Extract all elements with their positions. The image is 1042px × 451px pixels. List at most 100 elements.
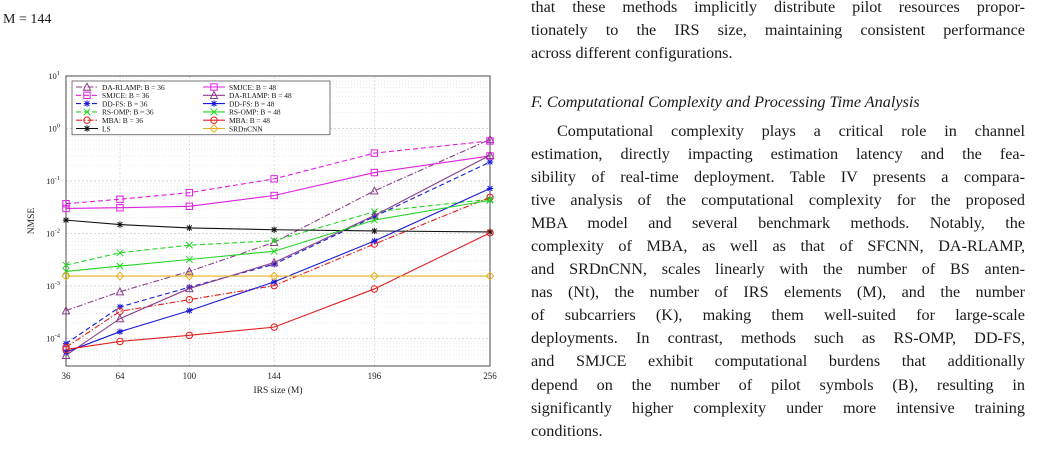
series-point xyxy=(116,195,124,203)
series-group xyxy=(62,195,494,269)
nmse-chart: 101 100 10-1 10-2 10-3 10-4 36 64 100 144 196 256 IR… xyxy=(27,70,497,396)
series-point xyxy=(270,191,278,200)
series-point-stroke xyxy=(62,267,70,275)
legend-entry: RS-OMP: B = 36 xyxy=(76,108,154,117)
previous-paragraph-tail: that these methods implicitly distribute… xyxy=(531,0,1025,65)
series-point xyxy=(82,82,92,91)
series-group xyxy=(62,196,494,275)
series-point-stroke xyxy=(486,195,494,203)
series-point xyxy=(62,267,70,275)
text-line: sibility of real-time deployment. Table … xyxy=(531,168,1025,187)
series-point xyxy=(184,283,194,293)
series-point xyxy=(61,271,71,281)
text-line: that these methods implicitly distribute… xyxy=(531,0,1025,16)
legend-label: LS xyxy=(102,124,111,133)
legend-box xyxy=(71,80,331,136)
series-point xyxy=(61,305,71,315)
series-point xyxy=(185,255,193,264)
series-point xyxy=(486,196,494,204)
series-point xyxy=(62,216,70,224)
series-point xyxy=(486,158,494,166)
series-point xyxy=(370,285,379,293)
text-line: Computational complexity plays a critica… xyxy=(557,122,1025,140)
series-point-stroke xyxy=(63,217,69,223)
text-line: nas (Nt), the number of IRS elements (M)… xyxy=(531,283,1025,302)
text-line: and SRDnCNN, scales linearly with the nu… xyxy=(531,260,1025,279)
legend-entry: DD-FS: B = 48 xyxy=(203,99,275,108)
series-group xyxy=(62,229,494,354)
series-line xyxy=(65,140,491,205)
x-tick-label: 100 xyxy=(183,371,197,381)
series-point xyxy=(116,328,124,335)
text-line: of subcarriers (K), making them well-sui… xyxy=(531,306,1025,325)
x-tick-label: 144 xyxy=(267,371,281,381)
x-tick-label: 64 xyxy=(115,371,125,381)
series-point xyxy=(370,149,379,157)
series-point xyxy=(186,224,193,232)
series-point-stroke xyxy=(84,100,90,107)
y-tick-label: 101 xyxy=(48,70,60,81)
series-point xyxy=(83,108,91,116)
series-point xyxy=(485,150,495,159)
series-group xyxy=(62,158,494,347)
y-tick-label: 10-3 xyxy=(46,280,60,291)
legend-label: MBA: B = 48 xyxy=(229,116,270,125)
series-point xyxy=(116,221,124,228)
series-point-stroke xyxy=(487,159,493,165)
series-point xyxy=(116,249,124,257)
series-point xyxy=(371,237,378,245)
series-group xyxy=(62,216,494,236)
series-group xyxy=(62,185,494,356)
text-line: significantly higher complexity under mo… xyxy=(531,398,1025,417)
series-point-stroke xyxy=(271,279,277,285)
series-point-stroke xyxy=(62,261,70,269)
legend-entry: LS xyxy=(76,124,111,133)
y-tick-label: 100 xyxy=(48,123,60,134)
series-point xyxy=(486,229,494,237)
series-point xyxy=(83,125,91,132)
legend-label: SMJCE: B = 36 xyxy=(102,91,149,100)
x-tick-label: 36 xyxy=(62,371,72,381)
legend-label: RS-OMP: B = 48 xyxy=(229,108,281,117)
series-point xyxy=(209,90,219,99)
series-point xyxy=(184,266,194,276)
series-line xyxy=(65,199,491,272)
legend-entry: DD-FS: B = 36 xyxy=(76,99,148,108)
series-point-stroke xyxy=(487,185,493,192)
series-point-stroke xyxy=(63,340,69,347)
series-point-stroke xyxy=(211,100,217,107)
series-point xyxy=(184,271,194,281)
series-point-stroke xyxy=(116,249,124,257)
series-point-stroke xyxy=(185,255,193,264)
y-axis-label: NMSE xyxy=(27,208,37,235)
series-point xyxy=(116,204,124,212)
series-point xyxy=(270,247,278,255)
y-tick-label: 10-1 xyxy=(46,175,60,186)
series-point-stroke xyxy=(270,237,278,245)
series-point xyxy=(270,226,278,233)
series-point xyxy=(62,204,70,213)
series-point xyxy=(369,185,379,195)
series-point xyxy=(61,350,71,359)
series-group xyxy=(62,137,494,208)
series-point xyxy=(369,271,379,281)
legend-entry: DA-RLAMP: B = 48 xyxy=(203,90,292,100)
series-point-stroke xyxy=(271,226,277,233)
section-heading: F. Computational Complexity and Processi… xyxy=(531,93,920,111)
series-point xyxy=(62,261,70,269)
series-point xyxy=(269,271,279,281)
series-point xyxy=(370,168,379,177)
series-point xyxy=(185,295,194,304)
series-point-stroke xyxy=(84,125,90,132)
series-group xyxy=(61,271,495,281)
series-point-stroke xyxy=(117,328,123,335)
legend-label: DD-FS: B = 36 xyxy=(102,99,148,108)
series-point xyxy=(115,271,125,281)
series-point-stroke xyxy=(185,241,193,249)
series-point xyxy=(210,100,218,107)
series-point-stroke xyxy=(116,262,124,270)
series-point xyxy=(115,313,125,323)
legend-entry: MBA: B = 48 xyxy=(203,116,270,125)
legend-label: SRDnCNN xyxy=(229,124,263,133)
series-point xyxy=(210,83,218,91)
